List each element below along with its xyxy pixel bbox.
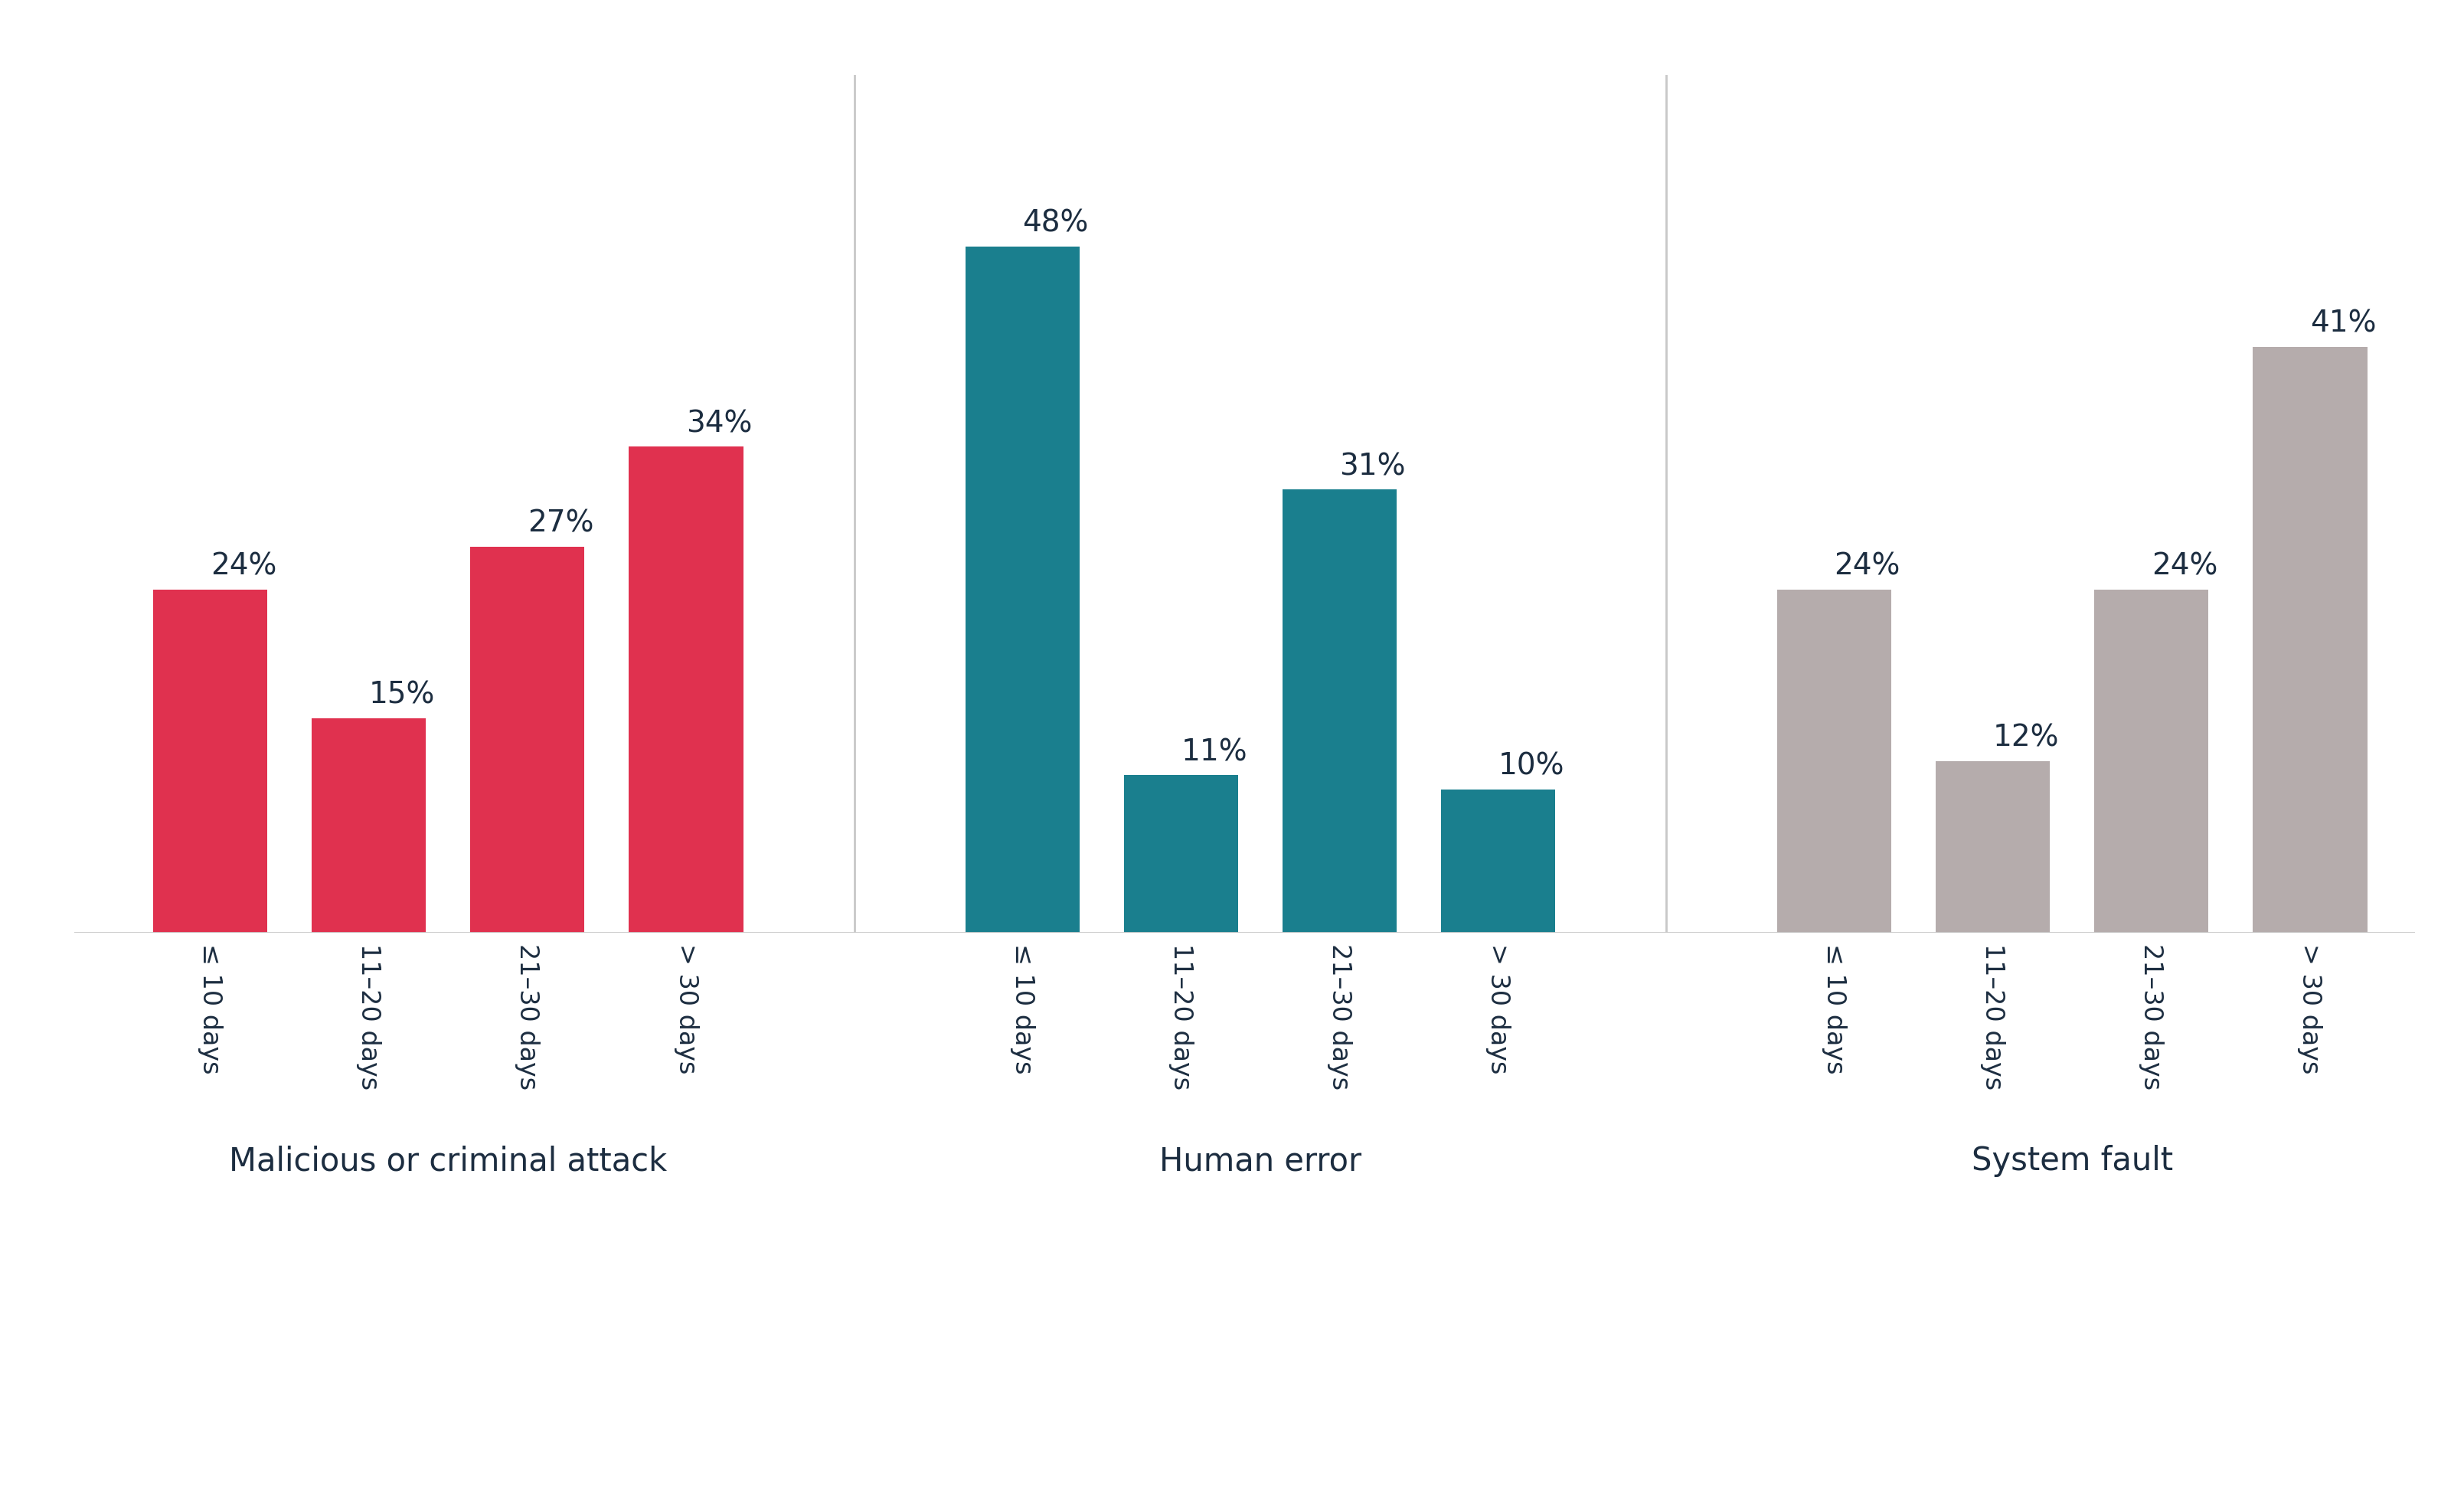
Text: 41%: 41%	[2311, 308, 2375, 338]
Text: 27%: 27%	[527, 508, 594, 538]
Bar	[313, 719, 426, 932]
Bar	[1777, 590, 1892, 932]
Text: 11%: 11%	[1180, 737, 1247, 767]
Text: 34%: 34%	[685, 409, 752, 438]
Bar	[1124, 776, 1237, 932]
Bar	[966, 247, 1079, 932]
Bar	[471, 547, 584, 932]
Text: 12%: 12%	[1993, 723, 2060, 752]
Text: System fault: System fault	[1971, 1145, 2173, 1178]
Text: 48%: 48%	[1023, 209, 1089, 238]
Bar	[1937, 761, 2050, 932]
Bar	[1281, 490, 1397, 932]
Text: 24%: 24%	[2151, 552, 2218, 581]
Text: 24%: 24%	[1833, 552, 1900, 581]
Bar	[153, 590, 269, 932]
Text: 15%: 15%	[370, 680, 436, 710]
Text: 10%: 10%	[1498, 752, 1565, 781]
Bar	[1441, 790, 1555, 932]
Text: 24%: 24%	[209, 552, 276, 581]
Bar	[2252, 346, 2368, 932]
Text: Malicious or criminal attack: Malicious or criminal attack	[229, 1145, 668, 1178]
Text: Human error: Human error	[1158, 1145, 1360, 1178]
Bar	[2094, 590, 2208, 932]
Text: 31%: 31%	[1340, 451, 1404, 481]
Bar	[628, 447, 744, 932]
